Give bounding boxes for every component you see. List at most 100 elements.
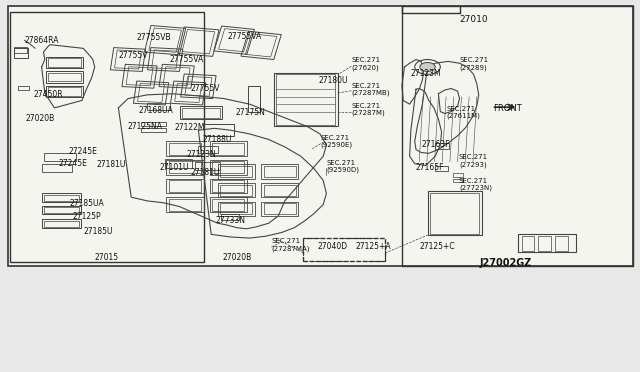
Text: 27168UA: 27168UA	[138, 106, 173, 115]
Bar	[248, 86, 260, 112]
Bar	[44, 153, 76, 161]
Text: 27181U: 27181U	[191, 168, 220, 177]
Text: 27864RA: 27864RA	[24, 36, 59, 45]
Text: 27125NA: 27125NA	[128, 122, 163, 131]
Text: 27188U: 27188U	[202, 135, 232, 144]
Bar	[453, 179, 463, 182]
Bar	[46, 86, 83, 97]
Bar	[42, 206, 81, 214]
Text: 27040D: 27040D	[317, 242, 348, 251]
Text: 27733N: 27733N	[216, 216, 246, 225]
Bar	[210, 179, 247, 193]
Text: SEC.271
(92590D): SEC.271 (92590D)	[326, 160, 360, 173]
Bar	[42, 193, 81, 202]
Bar	[221, 214, 239, 220]
Bar	[218, 183, 255, 197]
Bar	[555, 236, 568, 251]
Text: 27245E: 27245E	[59, 159, 88, 168]
Text: 27163F: 27163F	[422, 140, 451, 149]
Bar	[261, 202, 298, 216]
Bar	[220, 166, 252, 177]
Bar	[220, 203, 252, 214]
Text: SEC.271
(27293): SEC.271 (27293)	[459, 154, 488, 168]
Bar	[212, 161, 244, 173]
Bar	[261, 164, 298, 179]
Text: 27122M: 27122M	[174, 123, 205, 132]
Text: FRONT: FRONT	[493, 104, 522, 113]
Bar	[538, 236, 551, 251]
Bar	[46, 57, 83, 68]
Bar	[435, 143, 449, 149]
Text: 27165F: 27165F	[415, 163, 444, 171]
Text: 27125+C: 27125+C	[420, 242, 456, 251]
Bar	[44, 221, 79, 227]
Text: SEC.271
(27287MB): SEC.271 (27287MB)	[351, 83, 390, 96]
Bar	[276, 74, 335, 125]
Bar	[182, 108, 220, 118]
Bar	[166, 141, 204, 156]
Bar	[44, 195, 79, 201]
Bar	[212, 180, 244, 192]
Text: SEC.271
(27289): SEC.271 (27289)	[460, 57, 489, 71]
Bar	[44, 207, 79, 213]
Bar	[204, 124, 234, 136]
Text: SEC.271
(27611M): SEC.271 (27611M)	[446, 106, 480, 119]
Text: 27020B: 27020B	[26, 114, 55, 123]
Text: 27175N: 27175N	[236, 108, 266, 117]
Bar	[18, 86, 29, 90]
Bar	[14, 48, 28, 58]
Bar	[453, 173, 463, 177]
Text: 27010: 27010	[460, 15, 488, 24]
Text: 27180U: 27180U	[318, 76, 348, 85]
Text: 27185U: 27185U	[83, 227, 113, 236]
Bar	[218, 164, 255, 179]
Bar	[165, 159, 192, 168]
Bar	[303, 238, 385, 261]
Text: SEC.271
(27620): SEC.271 (27620)	[351, 57, 381, 71]
Text: 27755VA: 27755VA	[228, 32, 262, 41]
Bar	[48, 73, 81, 81]
Bar	[212, 143, 244, 155]
Bar	[435, 166, 448, 171]
Bar	[14, 47, 27, 53]
Text: SEC.271
(27287MA): SEC.271 (27287MA)	[271, 238, 310, 251]
Circle shape	[420, 62, 435, 71]
Text: SEC.271
(92590E): SEC.271 (92590E)	[321, 135, 353, 148]
Bar	[141, 128, 166, 132]
Text: 27020B: 27020B	[222, 253, 252, 262]
Bar	[518, 234, 576, 252]
Bar	[46, 71, 83, 83]
Bar	[169, 180, 201, 192]
Bar	[169, 199, 201, 211]
Text: 27185UA: 27185UA	[69, 199, 104, 208]
Bar	[48, 87, 81, 96]
Bar	[169, 143, 201, 155]
Bar	[430, 193, 479, 234]
Bar	[428, 191, 482, 235]
Text: 27450R: 27450R	[34, 90, 63, 99]
Bar	[264, 185, 296, 196]
Bar	[218, 202, 255, 216]
Bar	[522, 236, 534, 251]
Text: 27755V: 27755V	[118, 51, 148, 60]
Text: 27755V: 27755V	[191, 84, 220, 93]
Bar	[141, 122, 166, 126]
Text: 27181U: 27181U	[97, 160, 126, 169]
Bar	[212, 199, 244, 211]
Bar	[42, 219, 81, 228]
Bar	[198, 146, 218, 153]
Text: 27101U: 27101U	[160, 163, 189, 171]
Bar	[195, 162, 220, 170]
Text: SEC.271
(27723N): SEC.271 (27723N)	[459, 178, 492, 191]
Bar	[180, 106, 222, 119]
Bar	[166, 179, 204, 193]
Bar	[147, 103, 170, 110]
Text: 27755VA: 27755VA	[170, 55, 204, 64]
Bar	[261, 183, 298, 197]
Bar	[48, 58, 81, 67]
Text: SEC.271
(27287M): SEC.271 (27287M)	[351, 103, 385, 116]
Text: 27125+A: 27125+A	[356, 242, 392, 251]
Bar	[166, 160, 204, 175]
Bar	[220, 185, 252, 196]
Bar	[166, 197, 204, 212]
